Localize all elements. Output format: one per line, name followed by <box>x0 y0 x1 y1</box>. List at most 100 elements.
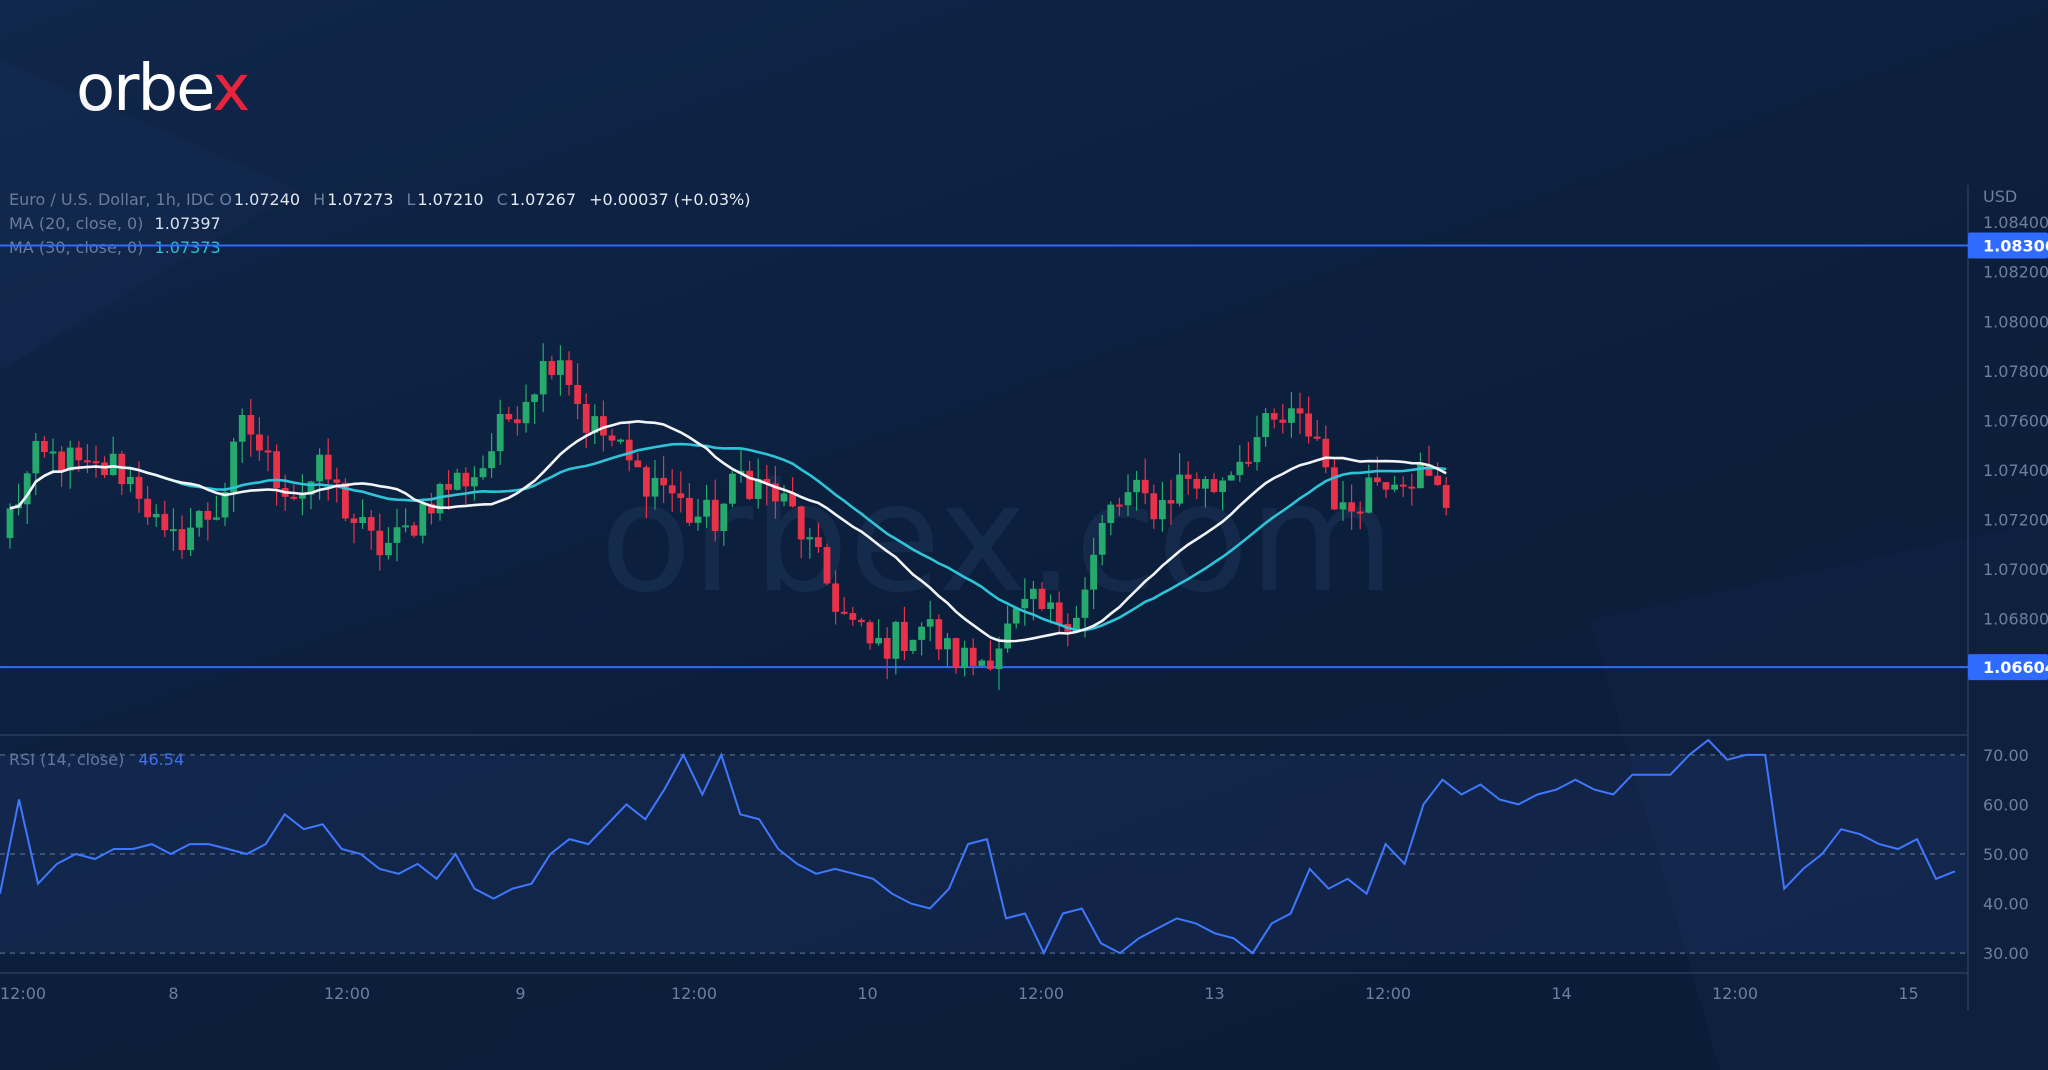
candle-down <box>634 460 642 468</box>
candle-up <box>1417 464 1424 489</box>
ma20-line <box>9 419 1447 643</box>
candle-down <box>161 513 169 531</box>
time-tick-label: 12:00 <box>1712 984 1758 1003</box>
candle-down <box>333 479 341 483</box>
candle-down <box>1425 464 1433 476</box>
candle-down <box>1167 500 1175 504</box>
brand-logo: orbex <box>76 52 250 126</box>
candle-down <box>1055 602 1063 624</box>
ma20-legend: MA (20, close, 0) 1.07397 <box>9 214 229 233</box>
candle-down <box>376 530 384 556</box>
candle-down <box>324 454 332 480</box>
candle-up <box>127 476 134 485</box>
candle-up <box>1227 475 1235 481</box>
candle-down <box>840 611 848 614</box>
candle-up <box>918 626 925 640</box>
candle-up <box>1339 502 1347 510</box>
candle-up <box>187 527 194 551</box>
candle-up <box>1004 623 1011 649</box>
candle-up <box>1176 474 1183 504</box>
candle-down <box>677 493 685 498</box>
candle-up <box>1159 500 1166 520</box>
candle-up <box>729 473 736 504</box>
candle-down <box>746 470 753 499</box>
candle-down <box>101 462 108 476</box>
time-tick-label: 12:00 <box>324 984 370 1003</box>
rsi-tick-label: 50.00 <box>1983 845 2029 864</box>
candle-down <box>92 461 100 464</box>
candle-up <box>703 499 710 517</box>
candle-up <box>170 529 177 532</box>
candle-up <box>1253 437 1261 463</box>
candle-down <box>1442 485 1450 508</box>
candle-up <box>1219 480 1226 492</box>
price-tick-label: 1.07400 <box>1983 461 2048 480</box>
candle-up <box>1081 589 1089 618</box>
candle-up <box>436 483 444 514</box>
candle-down <box>1434 475 1441 486</box>
candle-up <box>1047 602 1054 609</box>
candle-down <box>514 419 521 424</box>
candle-down <box>178 529 186 551</box>
candle-up <box>1090 554 1097 590</box>
price-tick-label: 1.07000 <box>1983 560 2048 579</box>
candle-up <box>1365 477 1373 513</box>
candle-up <box>221 492 229 518</box>
candle-up <box>1021 598 1029 609</box>
price-level-label: 1.08306 <box>1983 236 2048 255</box>
candle-down <box>668 485 676 494</box>
candle-down <box>58 451 65 471</box>
candle-up <box>195 510 203 528</box>
candle-down <box>204 510 212 520</box>
candle-down <box>686 497 693 523</box>
candle-down <box>1279 419 1287 423</box>
candle-up <box>617 439 624 442</box>
candle-up <box>591 416 599 433</box>
time-tick-label: 10 <box>857 984 877 1003</box>
open-value: 1.07240 <box>234 190 300 209</box>
high-value: 1.07273 <box>327 190 394 209</box>
candle-down <box>832 583 839 612</box>
price-tick-label: 1.07200 <box>1983 510 2048 529</box>
candle-down <box>75 447 83 461</box>
candle-up <box>49 451 57 454</box>
time-tick-label: 8 <box>168 984 178 1003</box>
ma20-value: 1.07397 <box>155 214 221 233</box>
rsi-tick-label: 70.00 <box>1983 746 2029 765</box>
candle-down <box>367 517 375 531</box>
candle-up <box>978 660 986 666</box>
candle-up <box>961 647 968 668</box>
candle-up <box>385 542 392 556</box>
candle-down <box>342 482 349 519</box>
candle-up <box>754 479 762 499</box>
candle-up <box>230 441 237 493</box>
price-tick-label: 1.08400 <box>1983 213 2048 232</box>
candle-down <box>763 479 771 484</box>
candle-down <box>264 450 272 453</box>
candle-up <box>892 621 900 659</box>
candle-up <box>213 517 220 520</box>
candle-up <box>694 516 702 523</box>
candle-down <box>797 506 805 540</box>
candle-up <box>651 477 659 497</box>
candle-up <box>926 619 934 627</box>
candle-up <box>1030 588 1037 599</box>
candle-down <box>711 499 719 531</box>
candle-down <box>1408 486 1416 489</box>
price-level-tag <box>1968 232 2048 259</box>
candle-down <box>273 451 280 489</box>
candle-down <box>1038 588 1046 609</box>
candle-up <box>944 638 951 650</box>
close-value: 1.07267 <box>509 190 576 209</box>
candle-up <box>875 637 882 644</box>
rsi-line <box>0 738 1956 956</box>
candle-down <box>772 483 779 502</box>
candle-up <box>479 468 487 478</box>
candle-down <box>849 613 857 620</box>
candle-down <box>815 537 822 548</box>
candle-up <box>471 477 478 487</box>
candle-up <box>806 537 814 540</box>
candle-down <box>565 360 573 385</box>
